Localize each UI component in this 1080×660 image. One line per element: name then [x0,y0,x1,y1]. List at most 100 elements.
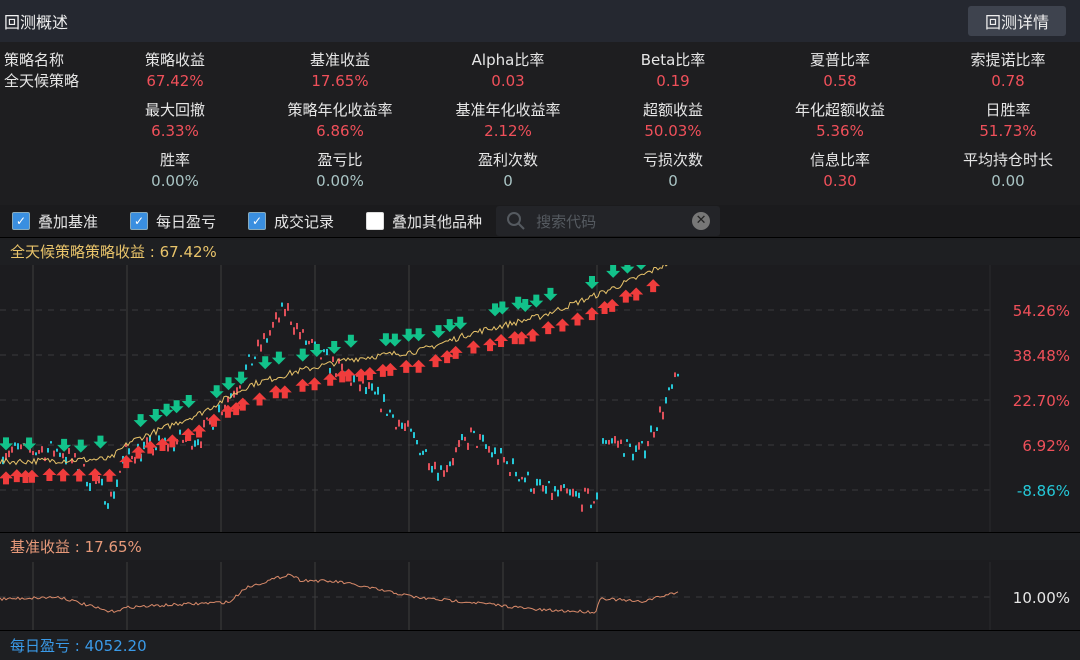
candle [260,344,262,352]
metric: 索提诺比率 0.78 [928,50,1080,92]
candle [434,461,436,470]
candle [455,447,457,453]
candle [557,489,559,497]
benchmark-chart[interactable]: 10.00% [0,562,1080,630]
candle [569,489,571,496]
candle [500,447,502,454]
strategy-chart[interactable]: 54.26% 38.48% 22.70% 6.92% -8.86% [0,265,1080,532]
candle [11,446,13,453]
sell-arrow-icon [258,356,273,370]
candle [131,455,133,460]
candle [497,459,499,465]
buy-arrow-icon [0,471,13,485]
daily-pnl-checkbox[interactable]: ✓ 每日盈亏 [130,211,216,232]
candle [338,358,340,364]
candle [533,488,535,494]
candle [410,428,412,432]
candle [509,472,511,477]
overlay-benchmark-checkbox[interactable]: ✓ 叠加基准 [12,211,98,232]
candle [254,356,256,360]
metric-value: 2.12% [484,122,532,140]
metric-label: 策略年化收益率 [287,101,393,119]
candle [665,397,667,404]
candle [305,340,307,345]
candle [368,382,370,389]
backtest-detail-button[interactable]: 回测详情 [968,6,1066,36]
candle [191,445,193,450]
candle [35,452,37,456]
candle [572,488,574,497]
sell-arrow-icon [442,319,457,333]
buy-arrow-icon [268,385,283,399]
metrics-panel: 策略名称 全天候策略 策略收益 67.42% 基准收益 17.65% Alpha比率 0.… [0,42,1080,205]
candle [644,450,646,459]
y-tick-label: 38.48% [1013,347,1070,365]
candle [515,471,517,477]
main-chart-header: 全天候策略策略收益 : 67.42% [0,237,1080,265]
candle [467,442,469,450]
metric-value: 67.42% [146,72,204,90]
sell-arrow-icon [271,351,286,365]
candle [17,443,19,450]
candle [425,449,427,452]
candle [182,439,184,443]
candle [491,452,493,458]
candle [374,391,376,395]
clear-icon[interactable]: ✕ [692,212,711,230]
buy-arrow-icon [220,404,235,418]
buy-arrow-icon [252,392,267,406]
metric-label: 盈利次数 [477,151,538,169]
metric: 策略收益 67.42% [95,50,255,92]
candle [212,426,214,430]
buy-arrow-icon [440,350,455,364]
trades-checkbox[interactable]: ✓ 成交记录 [248,211,334,232]
candle [32,451,34,456]
metric: 信息比率 0.30 [760,150,920,192]
metric: 基准年化收益率 2.12% [428,100,588,142]
checkbox-label: 每日盈亏 [156,212,217,231]
candle [167,443,169,452]
candle [107,503,109,509]
candle [590,504,592,509]
sell-arrow-icon [378,333,393,347]
candle [587,488,589,494]
sell-arrow-icon [401,328,416,342]
candle [440,465,442,470]
candle [392,414,394,418]
candle [248,354,250,357]
candle [512,458,514,465]
candle [68,448,70,454]
candle [359,384,361,392]
sell-arrow-icon [169,400,184,414]
metric: 最大回撤 6.33% [95,100,255,142]
sell-arrow-icon [181,395,196,409]
metric-value: 0.19 [656,72,690,90]
candle [662,411,664,420]
buy-arrow-icon [483,338,498,352]
buy-arrow-icon [143,440,158,454]
sell-arrow-icon [73,439,88,453]
metric: 胜率 0.00% [95,150,255,192]
candle [383,394,385,402]
title-bar: 回测概述 回测详情 [0,0,1080,42]
candle [524,477,526,483]
metric: 年化超额收益 5.36% [760,100,920,142]
buy-arrow-icon [307,377,322,391]
candle [617,440,619,448]
overlay-other-checkbox[interactable]: 叠加其他品种 [366,211,482,232]
strategy-return-line [0,265,668,466]
metric-label: 夏普比率 [809,51,870,69]
candle [269,330,271,336]
strategy-name-value: 全天候策略 [4,72,80,90]
candle [326,348,328,356]
metric-value: 0 [668,172,678,190]
buy-arrow-icon [646,279,661,293]
search-input[interactable]: 搜索代码 ✕ [496,206,721,236]
buy-arrow-icon [597,301,612,315]
candle [149,435,151,443]
candle [221,411,223,416]
candle [5,453,7,460]
candle [551,492,553,501]
candle [623,453,625,457]
candle [629,443,631,447]
